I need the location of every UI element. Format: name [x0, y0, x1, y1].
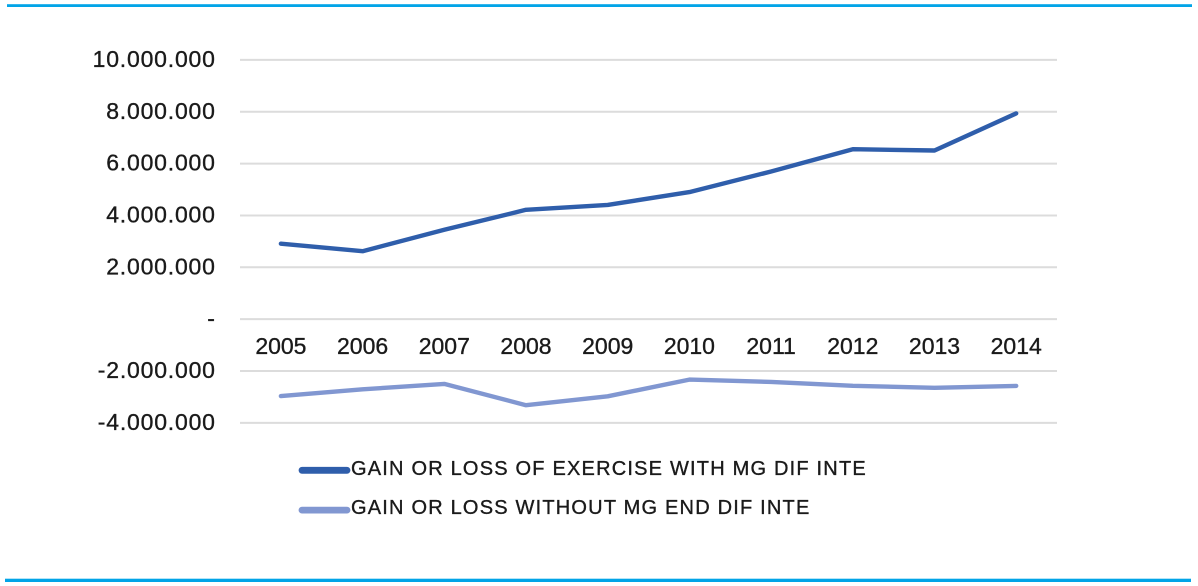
svg-text:2005: 2005: [255, 333, 306, 359]
svg-text:2006: 2006: [337, 333, 388, 359]
svg-text:-: -: [207, 305, 215, 331]
svg-text:2013: 2013: [909, 333, 960, 359]
svg-text:8.000.000: 8.000.000: [106, 98, 216, 124]
svg-text:2010: 2010: [664, 333, 715, 359]
svg-text:2014: 2014: [991, 333, 1042, 359]
svg-text:-4.000.000: -4.000.000: [98, 409, 216, 435]
svg-text:2011: 2011: [746, 333, 795, 359]
svg-text:6.000.000: 6.000.000: [106, 150, 216, 176]
svg-text:GAIN OR LOSS WITHOUT MG END DI: GAIN OR LOSS WITHOUT MG END DIF INTE: [351, 497, 811, 519]
svg-text:GAIN OR LOSS OF EXERCISE WITH: GAIN OR LOSS OF EXERCISE WITH MG DIF INT…: [351, 458, 867, 480]
svg-text:2012: 2012: [827, 333, 878, 359]
svg-text:10.000.000: 10.000.000: [93, 46, 216, 72]
svg-text:2.000.000: 2.000.000: [106, 253, 216, 279]
svg-text:2007: 2007: [419, 333, 470, 359]
svg-text:-2.000.000: -2.000.000: [98, 357, 216, 383]
svg-text:4.000.000: 4.000.000: [106, 202, 216, 228]
svg-text:2009: 2009: [582, 333, 633, 359]
svg-text:2008: 2008: [500, 333, 551, 359]
